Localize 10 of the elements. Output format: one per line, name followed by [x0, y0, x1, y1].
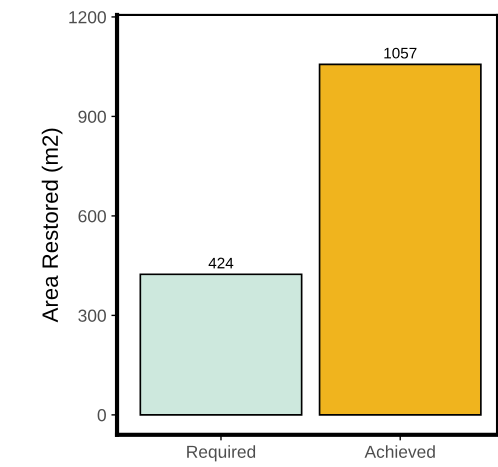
x-tick-label: Achieved — [364, 445, 435, 458]
y-axis-title: Area Restored (m2) — [42, 128, 62, 322]
y-tick-label: 600 — [78, 210, 106, 222]
data-label: 424 — [208, 258, 234, 268]
y-tick-label: 900 — [78, 110, 106, 123]
y-tick-label: 1200 — [69, 11, 106, 24]
y-tick-label: 300 — [78, 310, 106, 322]
x-tick-label: Required — [187, 445, 256, 462]
data-label: 1057 — [384, 48, 416, 59]
y-tick-label: 0 — [98, 409, 106, 422]
